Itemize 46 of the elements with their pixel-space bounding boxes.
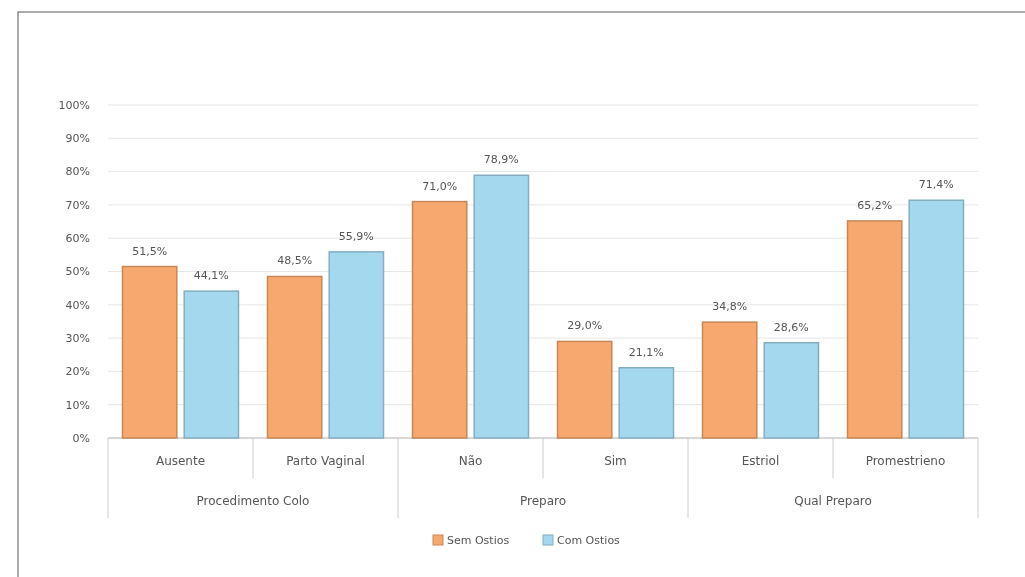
text: Qual Preparo (794, 494, 872, 508)
data-label: 21,1% (628, 345, 664, 359)
bar (618, 366, 675, 439)
data-label: 55,9% (338, 229, 374, 243)
data-label: 48,5% (277, 254, 313, 268)
x-tick-label: Ausente (155, 454, 206, 468)
bar (846, 220, 903, 439)
y-tick-label: 50% (65, 265, 90, 279)
y-tick-label: 90% (65, 132, 90, 146)
y-tick-label: 10% (65, 398, 90, 412)
bar (411, 200, 468, 439)
x-tick-label: Não (458, 454, 483, 468)
legend-label: Com Ostios (557, 533, 621, 547)
bar (121, 265, 178, 439)
bar (556, 340, 613, 439)
data-label: 51,5% (132, 244, 168, 258)
text: Procedimento Colo (196, 494, 310, 508)
y-tick-label: 20% (65, 365, 90, 379)
y-tick-label: 0% (72, 431, 90, 445)
x-tick-label: Parto Vaginal (286, 454, 365, 468)
x-tick-label: Sim (604, 454, 627, 468)
bar (763, 342, 820, 439)
bar (701, 321, 758, 439)
legend-label: Sem Ostios (447, 533, 510, 547)
y-tick-label: 100% (58, 98, 90, 112)
data-label: 28,6% (773, 320, 809, 334)
data-label: 34,8% (712, 300, 748, 314)
y-tick-label: 40% (65, 298, 90, 312)
bar (266, 275, 323, 439)
y-tick-label: 80% (65, 165, 90, 179)
data-label: 29,0% (567, 319, 603, 333)
bar (183, 290, 240, 439)
x-tick-label: Promestrieno (865, 454, 946, 468)
data-label: 78,9% (483, 153, 519, 167)
data-label: 71,0% (422, 179, 458, 193)
y-tick-label: 70% (65, 198, 90, 212)
bar (328, 251, 385, 439)
x-tick-label: Estriol (741, 454, 780, 468)
bar (908, 199, 965, 439)
data-label: 71,4% (918, 178, 954, 192)
bar (473, 174, 530, 439)
text: Preparo (519, 494, 567, 508)
data-label: 44,1% (193, 269, 229, 283)
data-label: 65,2% (857, 198, 893, 212)
y-tick-label: 30% (65, 331, 90, 345)
y-tick-label: 60% (65, 232, 90, 246)
